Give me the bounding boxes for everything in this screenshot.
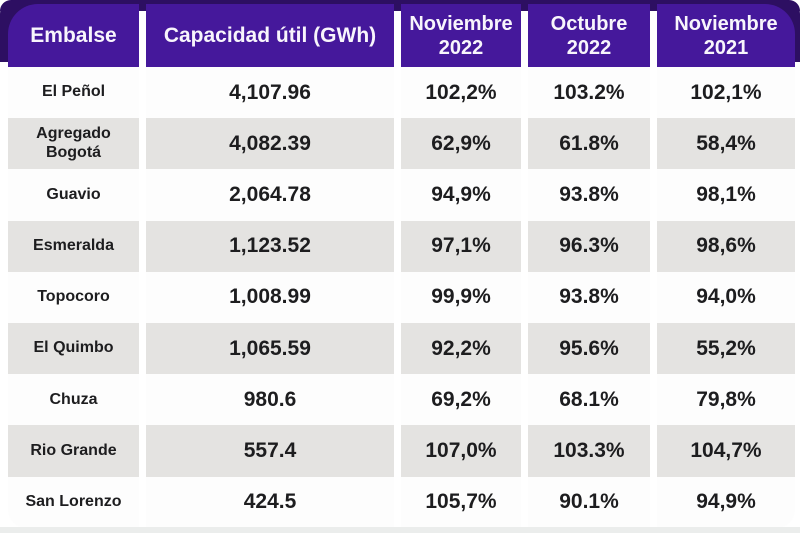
embalse-cell: El Peñol <box>8 67 139 119</box>
nov-2022-cell: 92,2% <box>401 322 521 375</box>
oct-2022-cell: 93.8% <box>528 169 650 221</box>
table-row: San Lorenzo 424.5 105,7% 90.1% 94,9% <box>8 476 795 528</box>
capacity-cell: 1,065.59 <box>146 322 394 375</box>
reservoir-table: Embalse Capacidad útil (GWh) Noviembre 2… <box>8 4 795 528</box>
capacity-cell: 4,082.39 <box>146 118 394 170</box>
embalse-cell: Chuza <box>8 374 139 426</box>
nov-2021-cell: 94,9% <box>657 476 795 528</box>
oct-2022-cell: 61.8% <box>528 118 650 170</box>
nov-2021-cell: 104,7% <box>657 425 795 477</box>
embalse-cell: Rio Grande <box>8 425 139 477</box>
column-header-embalse: Embalse <box>8 4 139 67</box>
oct-2022-cell: 103.3% <box>528 425 650 477</box>
embalse-cell: Esmeralda <box>8 220 139 272</box>
capacity-cell: 4,107.96 <box>146 67 394 119</box>
nov-2022-cell: 99,9% <box>401 271 521 323</box>
nov-2021-cell: 58,4% <box>657 118 795 170</box>
table-row: El Quimbo 1,065.59 92,2% 95.6% 55,2% <box>8 322 795 375</box>
nov-2021-cell: 94,0% <box>657 271 795 323</box>
column-header-noviembre-2021: Noviembre 2021 <box>657 4 795 67</box>
nov-2022-cell: 102,2% <box>401 67 521 119</box>
capacity-cell: 557.4 <box>146 425 394 477</box>
backdrop-top-strip <box>0 0 800 11</box>
embalse-cell: El Quimbo <box>8 322 139 375</box>
capacity-cell: 2,064.78 <box>146 169 394 221</box>
nov-2021-cell: 79,8% <box>657 374 795 426</box>
oct-2022-cell: 95.6% <box>528 322 650 375</box>
capacity-cell: 980.6 <box>146 374 394 426</box>
nov-2021-cell: 102,1% <box>657 67 795 119</box>
oct-2022-cell: 93.8% <box>528 271 650 323</box>
column-header-capacidad: Capacidad útil (GWh) <box>146 4 394 67</box>
capacity-cell: 1,123.52 <box>146 220 394 272</box>
table-row: El Peñol 4,107.96 102,2% 103.2% 102,1% <box>8 67 795 119</box>
embalse-cell: Agregado Bogotá <box>8 118 139 170</box>
nov-2022-cell: 94,9% <box>401 169 521 221</box>
nov-2021-cell: 98,1% <box>657 169 795 221</box>
table-row: Guavio 2,064.78 94,9% 93.8% 98,1% <box>8 169 795 221</box>
capacity-cell: 424.5 <box>146 476 394 528</box>
nov-2022-cell: 107,0% <box>401 425 521 477</box>
column-header-noviembre-2022: Noviembre 2022 <box>401 4 521 67</box>
table-row: Rio Grande 557.4 107,0% 103.3% 104,7% <box>8 425 795 477</box>
table-row: Esmeralda 1,123.52 97,1% 96.3% 98,6% <box>8 220 795 272</box>
nov-2021-cell: 98,6% <box>657 220 795 272</box>
nov-2022-cell: 105,7% <box>401 476 521 528</box>
nov-2022-cell: 97,1% <box>401 220 521 272</box>
embalse-cell: Guavio <box>8 169 139 221</box>
bottom-edge-strip <box>0 527 800 533</box>
table-row: Topocoro 1,008.99 99,9% 93.8% 94,0% <box>8 271 795 323</box>
column-header-octubre-2022: Octubre 2022 <box>528 4 650 67</box>
capacity-cell: 1,008.99 <box>146 271 394 323</box>
nov-2022-cell: 62,9% <box>401 118 521 170</box>
table-row: Agregado Bogotá 4,082.39 62,9% 61.8% 58,… <box>8 118 795 170</box>
oct-2022-cell: 90.1% <box>528 476 650 528</box>
table-header-row: Embalse Capacidad útil (GWh) Noviembre 2… <box>8 4 795 67</box>
nov-2021-cell: 55,2% <box>657 322 795 375</box>
oct-2022-cell: 96.3% <box>528 220 650 272</box>
nov-2022-cell: 69,2% <box>401 374 521 426</box>
oct-2022-cell: 68.1% <box>528 374 650 426</box>
embalse-cell: San Lorenzo <box>8 476 139 528</box>
embalse-cell: Topocoro <box>8 271 139 323</box>
table-row: Chuza 980.6 69,2% 68.1% 79,8% <box>8 374 795 426</box>
oct-2022-cell: 103.2% <box>528 67 650 119</box>
